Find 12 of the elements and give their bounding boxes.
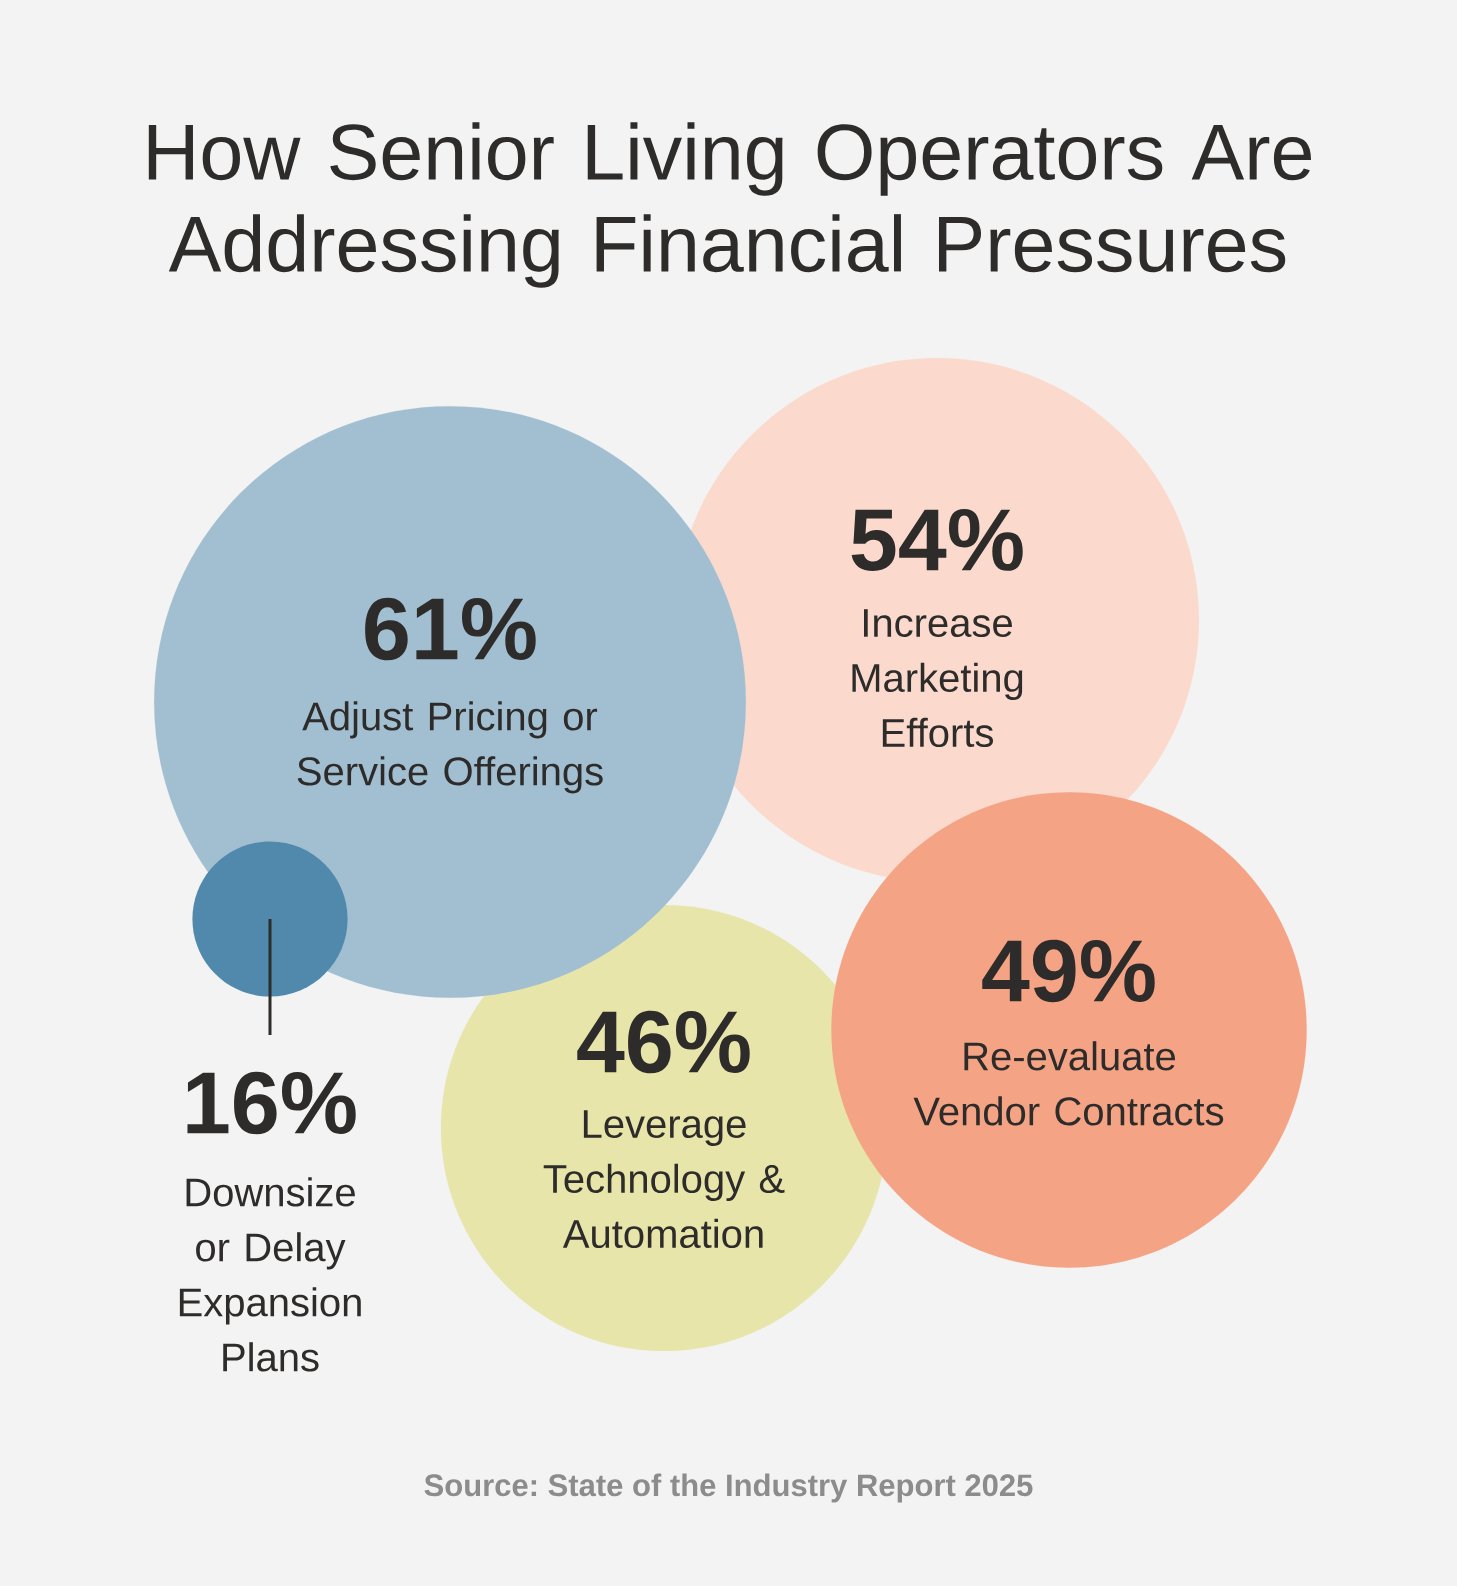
category-label: Adjust Pricing or Service Offerings [297,701,603,794]
data-label: 46% [577,1010,750,1074]
text: How Senior Living Operators Are Addressing Financial Pressures [148,122,1311,288]
category-label: Leverage Technology & Automation [543,1110,785,1249]
data-label: 49% [982,939,1155,1003]
source-note: Source: State of the Industry Report 2025 [424,1473,1033,1503]
data-label: 61% [365,597,536,661]
category-label: Increase Marketing Efforts [852,609,1023,748]
data-label: 16% [187,1071,356,1135]
data-label: 54% [851,508,1023,572]
category-label: Downsize or Delay Expansion Plans [179,1177,361,1372]
category-label: Re-evaluate Vendor Contracts [913,1041,1224,1126]
